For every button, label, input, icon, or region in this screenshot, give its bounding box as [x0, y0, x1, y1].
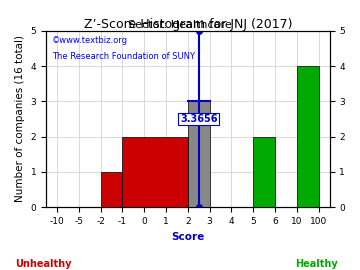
- Bar: [188, 101, 210, 207]
- Text: Unhealthy: Unhealthy: [15, 259, 71, 269]
- Y-axis label: Number of companies (16 total): Number of companies (16 total): [15, 35, 25, 202]
- Text: Sector: Healthcare: Sector: Healthcare: [128, 20, 232, 30]
- X-axis label: Score: Score: [171, 231, 204, 241]
- Text: ©www.textbiz.org: ©www.textbiz.org: [52, 36, 128, 45]
- Bar: [122, 137, 188, 207]
- Text: 3.3656: 3.3656: [180, 114, 217, 124]
- Bar: [100, 172, 122, 207]
- Bar: [253, 137, 275, 207]
- Text: The Research Foundation of SUNY: The Research Foundation of SUNY: [52, 52, 195, 61]
- Title: Z’-Score Histogram for JNJ (2017): Z’-Score Histogram for JNJ (2017): [84, 18, 292, 31]
- Bar: [297, 66, 319, 207]
- Text: Healthy: Healthy: [296, 259, 338, 269]
